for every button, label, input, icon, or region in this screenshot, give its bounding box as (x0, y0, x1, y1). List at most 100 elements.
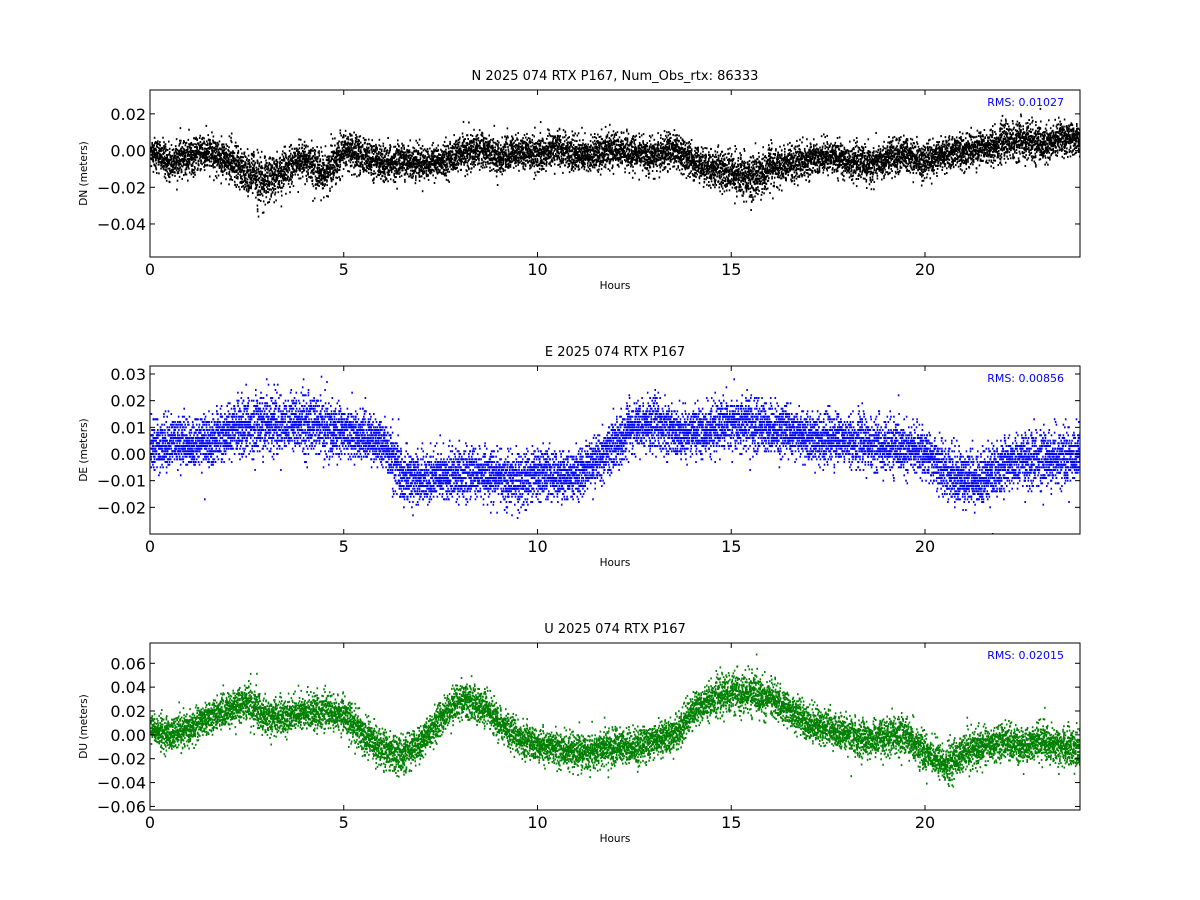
n-data-point (495, 143, 497, 146)
n-data-point (180, 168, 183, 171)
n-data-point (165, 179, 168, 182)
n-data-point (457, 152, 460, 155)
n-data-point (283, 166, 286, 169)
n-data-point (263, 189, 265, 192)
n-data-point (403, 146, 405, 149)
n-data-point (429, 158, 432, 160)
n-data-point (242, 181, 244, 183)
n-data-point (175, 163, 177, 165)
n-data-point (362, 170, 365, 173)
n-data-point (387, 180, 389, 183)
n-data-point (306, 164, 308, 167)
n-data-point (280, 172, 283, 175)
n-data-point (531, 141, 534, 144)
n-data-point (232, 157, 235, 160)
n-data-point (449, 140, 451, 143)
n-data-point (432, 174, 434, 177)
n-data-point (510, 141, 513, 143)
n-data-point (411, 160, 413, 163)
n-data-point (470, 134, 472, 136)
n-data-point (229, 168, 231, 171)
n-data-point (230, 139, 232, 142)
n-data-point (285, 156, 287, 158)
n-data-point (155, 157, 157, 160)
n-data-point (503, 151, 506, 154)
n-data-point (222, 160, 224, 163)
n-data-point (166, 154, 169, 157)
n-data-point (436, 171, 438, 174)
n-data-point (171, 164, 174, 167)
n-data-point (214, 141, 217, 144)
n-data-point (185, 148, 188, 151)
n-data-point (538, 162, 541, 165)
n-data-point (383, 170, 386, 173)
n-data-point (319, 168, 322, 171)
n-data-point (353, 131, 355, 134)
n-data-point (557, 164, 559, 167)
n-data-point (272, 189, 275, 192)
n-data-point (556, 141, 558, 144)
n-data-point (316, 145, 318, 148)
n-data-point (319, 159, 322, 162)
n-data-point (400, 165, 403, 168)
n-data-point (498, 155, 500, 158)
n-data-point (246, 181, 248, 184)
n-data-point (536, 161, 539, 164)
n-data-point (511, 135, 513, 138)
n-data-point (430, 168, 433, 171)
n-data-point (446, 152, 448, 155)
n-data-point (233, 166, 236, 169)
n-data-point (311, 182, 314, 185)
n-data-point (455, 157, 458, 160)
n-data-point (320, 179, 323, 182)
n-data-point (271, 157, 274, 160)
n-data-point (333, 151, 336, 154)
n-data-point (193, 166, 196, 168)
n-data-point (331, 166, 333, 169)
n-data-point (240, 168, 242, 171)
n-data-point (535, 163, 537, 166)
n-data-point (274, 191, 277, 194)
n-data-point (228, 162, 231, 165)
n-data-point (450, 164, 452, 166)
n-data-point (375, 145, 378, 148)
n-data-point (483, 166, 486, 169)
n-data-point (552, 140, 554, 143)
n-data-point (342, 136, 344, 139)
n-data-point (334, 166, 336, 169)
n-data-point (242, 173, 245, 176)
n-data-point (163, 158, 165, 161)
n-data-point (193, 137, 195, 140)
n-data-point (241, 170, 243, 173)
n-data-point (437, 161, 439, 164)
n-data-point (189, 158, 191, 160)
n-data-point (259, 173, 262, 176)
n-data-point (322, 167, 325, 170)
n-data-point (514, 159, 516, 162)
n-data-point (326, 156, 328, 159)
n-data-point (165, 149, 167, 152)
n-data-point (496, 169, 498, 172)
n-data-point (257, 151, 260, 154)
n-data-point (178, 164, 180, 167)
n-data-point (290, 175, 292, 178)
n-data-point (485, 155, 488, 158)
n-data-point (530, 166, 532, 169)
n-data-point (438, 157, 441, 160)
n-data-point (404, 180, 406, 183)
n-data-point (229, 174, 231, 177)
n-data-point (327, 176, 329, 179)
n-data-point (288, 178, 291, 181)
n-data-point (280, 205, 283, 208)
n-data-point (518, 148, 520, 150)
n-data-point (255, 170, 257, 172)
n-data-point (339, 158, 342, 161)
n-data-point (232, 166, 235, 169)
n-data-point (455, 164, 457, 166)
n-data-point (345, 160, 347, 163)
n-data-point (482, 139, 485, 142)
n-data-point (329, 155, 331, 158)
n-data-point (542, 138, 544, 141)
n-data-point (311, 157, 314, 160)
n-data-point (212, 152, 214, 155)
